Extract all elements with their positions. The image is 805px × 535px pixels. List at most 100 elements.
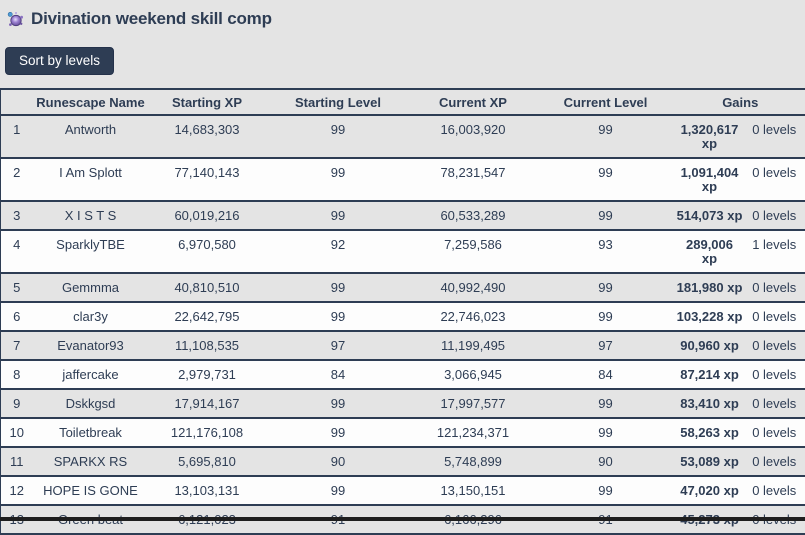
current-xp-cell: 7,259,586 [411, 230, 536, 273]
table-row: 5 Gemmma 40,810,510 99 40,992,490 99 181… [1, 273, 805, 302]
gains-levels-cell: 0 levels [744, 201, 805, 230]
player-name-cell: I Am Splott [33, 158, 149, 201]
current-level-cell: 99 [536, 302, 676, 331]
starting-level-cell: 97 [266, 331, 411, 360]
table-row: 9 Dskkgsd 17,914,167 99 17,997,577 99 83… [1, 389, 805, 418]
player-name-cell: Dskkgsd [33, 389, 149, 418]
current-xp-cell: 22,746,023 [411, 302, 536, 331]
current-level-cell: 99 [536, 476, 676, 505]
gains-xp-cell: 1,320,617 xp [676, 115, 744, 158]
gains-levels-cell: 0 levels [744, 447, 805, 476]
starting-xp-cell: 13,103,131 [149, 476, 266, 505]
sort-by-levels-button[interactable]: Sort by levels [5, 47, 114, 75]
gains-levels-cell: 0 levels [744, 273, 805, 302]
gains-xp-cell: 103,228 xp [676, 302, 744, 331]
current-xp-cell: 60,533,289 [411, 201, 536, 230]
current-level-cell: 99 [536, 389, 676, 418]
current-level-cell: 99 [536, 158, 676, 201]
current-level-cell: 99 [536, 273, 676, 302]
current-level-cell: 84 [536, 360, 676, 389]
rank-cell: 6 [1, 302, 33, 331]
current-xp-cell: 17,997,577 [411, 389, 536, 418]
current-xp-cell: 5,748,899 [411, 447, 536, 476]
starting-xp-cell: 14,683,303 [149, 115, 266, 158]
starting-level-cell: 99 [266, 476, 411, 505]
header-starting-level: Starting Level [266, 89, 411, 115]
rank-cell: 3 [1, 201, 33, 230]
current-level-cell: 97 [536, 331, 676, 360]
starting-level-cell: 99 [266, 158, 411, 201]
rank-cell: 9 [1, 389, 33, 418]
table-row: 6 clar3y 22,642,795 99 22,746,023 99 103… [1, 302, 805, 331]
player-name-cell: jaffercake [33, 360, 149, 389]
header-current-xp: Current XP [411, 89, 536, 115]
rank-cell: 10 [1, 418, 33, 447]
gains-levels-cell: 0 levels [744, 115, 805, 158]
gains-xp-cell: 53,089 xp [676, 447, 744, 476]
starting-xp-cell: 40,810,510 [149, 273, 266, 302]
starting-level-cell: 99 [266, 201, 411, 230]
table-row: 8 jaffercake 2,979,731 84 3,066,945 84 8… [1, 360, 805, 389]
starting-level-cell: 84 [266, 360, 411, 389]
rank-cell: 7 [1, 331, 33, 360]
starting-level-cell: 92 [266, 230, 411, 273]
table-row: 11 SPARKX RS 5,695,810 90 5,748,899 90 5… [1, 447, 805, 476]
table-row: 1 Antworth 14,683,303 99 16,003,920 99 1… [1, 115, 805, 158]
gains-levels-cell: 0 levels [744, 302, 805, 331]
rank-cell: 8 [1, 360, 33, 389]
gains-xp-cell: 181,980 xp [676, 273, 744, 302]
rank-cell: 12 [1, 476, 33, 505]
current-level-cell: 99 [536, 418, 676, 447]
current-xp-cell: 121,234,371 [411, 418, 536, 447]
gains-xp-cell: 47,020 xp [676, 476, 744, 505]
starting-xp-cell: 77,140,143 [149, 158, 266, 201]
player-name-cell: SparklyTBE [33, 230, 149, 273]
starting-xp-cell: 2,979,731 [149, 360, 266, 389]
rank-cell: 5 [1, 273, 33, 302]
gains-levels-cell: 0 levels [744, 389, 805, 418]
starting-level-cell: 99 [266, 418, 411, 447]
gains-xp-cell: 289,006 xp [676, 230, 744, 273]
header-runescape-name: Runescape Name [33, 89, 149, 115]
starting-xp-cell: 6,970,580 [149, 230, 266, 273]
gains-xp-cell: 514,073 xp [676, 201, 744, 230]
gains-levels-cell: 1 levels [744, 230, 805, 273]
gains-xp-cell: 90,960 xp [676, 331, 744, 360]
gains-xp-cell: 58,263 xp [676, 418, 744, 447]
current-xp-cell: 11,199,495 [411, 331, 536, 360]
rank-cell: 1 [1, 115, 33, 158]
table-row: 10 Toiletbreak 121,176,108 99 121,234,37… [1, 418, 805, 447]
starting-xp-cell: 17,914,167 [149, 389, 266, 418]
player-name-cell: Gemmma [33, 273, 149, 302]
header-starting-xp: Starting XP [149, 89, 266, 115]
starting-level-cell: 99 [266, 389, 411, 418]
player-name-cell: clar3y [33, 302, 149, 331]
current-xp-cell: 13,150,151 [411, 476, 536, 505]
current-level-cell: 90 [536, 447, 676, 476]
rank-cell: 4 [1, 230, 33, 273]
starting-xp-cell: 22,642,795 [149, 302, 266, 331]
current-level-cell: 99 [536, 115, 676, 158]
gains-xp-cell: 87,214 xp [676, 360, 744, 389]
page-header: Divination weekend skill comp [0, 0, 805, 30]
current-xp-cell: 16,003,920 [411, 115, 536, 158]
page-title: Divination weekend skill comp [31, 9, 272, 29]
starting-level-cell: 99 [266, 273, 411, 302]
table-row: 3 X I S T S 60,019,216 99 60,533,289 99 … [1, 201, 805, 230]
player-name-cell: SPARKX RS [33, 447, 149, 476]
rank-cell: 11 [1, 447, 33, 476]
player-name-cell: HOPE IS GONE [33, 476, 149, 505]
header-current-level: Current Level [536, 89, 676, 115]
player-name-cell: Antworth [33, 115, 149, 158]
rank-cell: 2 [1, 158, 33, 201]
gains-xp-cell: 1,091,404 xp [676, 158, 744, 201]
player-name-cell: Toiletbreak [33, 418, 149, 447]
starting-xp-cell: 5,695,810 [149, 447, 266, 476]
starting-xp-cell: 121,176,108 [149, 418, 266, 447]
current-xp-cell: 78,231,547 [411, 158, 536, 201]
starting-level-cell: 90 [266, 447, 411, 476]
gains-levels-cell: 0 levels [744, 331, 805, 360]
table-row: 4 SparklyTBE 6,970,580 92 7,259,586 93 2… [1, 230, 805, 273]
gains-xp-cell: 83,410 xp [676, 389, 744, 418]
gains-levels-cell: 0 levels [744, 158, 805, 201]
